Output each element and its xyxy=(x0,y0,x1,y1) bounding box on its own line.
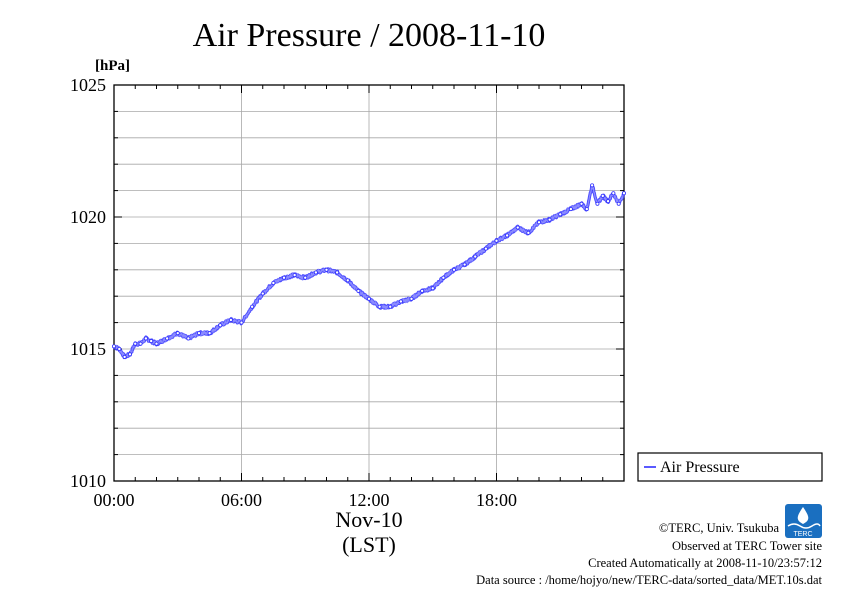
footer-source: Data source : /home/hojyo/new/TERC-data/… xyxy=(476,573,822,587)
data-point xyxy=(441,275,446,280)
legend-label: Air Pressure xyxy=(660,459,740,476)
x-tick-labels: 00:00 06:00 12:00 18:00 xyxy=(93,490,517,510)
data-point xyxy=(622,191,627,196)
data-point xyxy=(595,201,600,206)
data-point xyxy=(430,286,435,291)
data-point xyxy=(388,304,393,309)
x-axis-lst: (LST) xyxy=(342,532,396,557)
data-point xyxy=(196,331,201,336)
data-point xyxy=(611,191,616,196)
data-point xyxy=(600,193,605,198)
data-point xyxy=(526,230,531,235)
data-point xyxy=(133,341,138,346)
data-point xyxy=(218,323,223,328)
data-point xyxy=(547,217,552,222)
legend: Air Pressure xyxy=(637,452,823,482)
data-point xyxy=(366,296,371,301)
grid-lines xyxy=(114,85,624,481)
footer-copyright: ©TERC, Univ. Tsukuba xyxy=(659,521,780,535)
data-point xyxy=(616,201,621,206)
data-point xyxy=(143,336,148,341)
data-point xyxy=(292,273,297,278)
data-point xyxy=(494,238,499,243)
footer-observed: Observed at TERC Tower site xyxy=(672,539,822,553)
x-tick-label: 00:00 xyxy=(93,490,134,510)
data-point xyxy=(345,278,350,283)
data-point xyxy=(149,339,154,344)
data-point xyxy=(165,336,170,341)
data-point xyxy=(186,336,191,341)
wave-icon xyxy=(787,523,821,529)
chart-title: Air Pressure / 2008-11-10 xyxy=(193,17,546,54)
tick-marks xyxy=(113,84,625,482)
data-point xyxy=(377,304,382,309)
y-tick-label: 1010 xyxy=(70,471,106,491)
x-tick-label: 18:00 xyxy=(476,490,517,510)
data-point xyxy=(584,207,589,212)
data-point xyxy=(117,346,122,351)
data-point xyxy=(228,317,233,322)
data-point xyxy=(409,296,414,301)
footer-created: Created Automatically at 2008-11-10/23:5… xyxy=(588,556,822,570)
legend-box xyxy=(637,452,823,482)
y-axis-unit: [hPa] xyxy=(95,58,130,74)
data-point xyxy=(271,280,276,285)
data-point xyxy=(303,275,308,280)
water-drop-icon xyxy=(797,507,809,524)
y-tick-label: 1020 xyxy=(70,207,106,227)
data-point xyxy=(579,201,584,206)
y-tick-label: 1025 xyxy=(70,75,106,95)
data-point xyxy=(154,341,159,346)
data-point xyxy=(420,288,425,293)
data-point xyxy=(335,270,340,275)
y-tick-label: 1015 xyxy=(70,339,106,359)
data-point xyxy=(260,291,265,296)
data-point xyxy=(112,344,117,349)
data-point xyxy=(127,352,132,357)
data-point xyxy=(515,225,520,230)
data-point xyxy=(138,341,143,346)
data-point xyxy=(483,246,488,251)
data-point xyxy=(356,288,361,293)
data-point xyxy=(606,199,611,204)
data-point xyxy=(590,183,595,188)
data-point xyxy=(505,233,510,238)
x-axis-date: Nov-10 xyxy=(335,507,402,532)
x-tick-label: 12:00 xyxy=(348,490,389,510)
data-point xyxy=(451,267,456,272)
y-tick-labels: 1010 1015 1020 1025 xyxy=(70,75,106,491)
data-point xyxy=(239,320,244,325)
data-point xyxy=(207,331,212,336)
data-point xyxy=(324,267,329,272)
data-point xyxy=(250,304,255,309)
data-point xyxy=(313,270,318,275)
data-point xyxy=(281,275,286,280)
data-point xyxy=(537,220,542,225)
data-point xyxy=(473,254,478,259)
data-point xyxy=(122,354,127,359)
data-point xyxy=(568,207,573,212)
data-point xyxy=(175,331,180,336)
data-point xyxy=(462,262,467,267)
data-point xyxy=(558,212,563,217)
terc-logo: TERC xyxy=(785,504,822,538)
series-air-pressure xyxy=(112,183,627,360)
x-tick-label: 06:00 xyxy=(221,490,262,510)
data-point xyxy=(398,299,403,304)
terc-logo-text: TERC xyxy=(793,531,812,538)
